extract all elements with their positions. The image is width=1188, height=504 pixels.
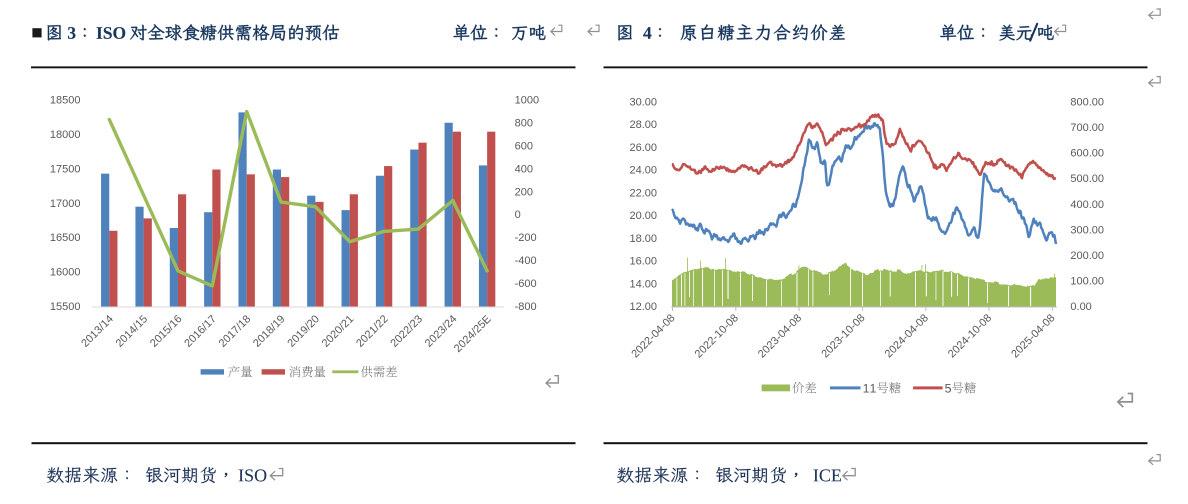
- svg-text:2022-04-08: 2022-04-08: [629, 312, 677, 360]
- svg-text:-400: -400: [515, 255, 537, 267]
- svg-text:14.00: 14.00: [629, 278, 657, 290]
- svg-text:30.00: 30.00: [629, 97, 657, 109]
- svg-text:16500: 16500: [50, 232, 81, 244]
- svg-text:2023-04-08: 2023-04-08: [756, 312, 804, 360]
- svg-text:20.00: 20.00: [629, 210, 657, 222]
- svg-text:2017/18: 2017/18: [217, 313, 254, 350]
- svg-text:800.00: 800.00: [1070, 97, 1104, 109]
- svg-text:2024/25E: 2024/25E: [452, 313, 494, 355]
- svg-text:22.00: 22.00: [629, 187, 657, 199]
- svg-text:100.00: 100.00: [1070, 275, 1104, 287]
- svg-text:17500: 17500: [50, 163, 81, 175]
- svg-text:15500: 15500: [50, 301, 81, 313]
- svg-text:26.00: 26.00: [629, 142, 657, 154]
- svg-text:2016/17: 2016/17: [182, 313, 219, 350]
- svg-text:12.00: 12.00: [629, 301, 657, 313]
- svg-text:18000: 18000: [50, 129, 81, 141]
- svg-text:2023-10-08: 2023-10-08: [819, 312, 867, 360]
- svg-text:2025-04-08: 2025-04-08: [1009, 312, 1057, 360]
- svg-text:18.00: 18.00: [629, 233, 657, 245]
- svg-text:600.00: 600.00: [1070, 148, 1104, 160]
- svg-text:0.00: 0.00: [1070, 301, 1091, 313]
- svg-text:2014/15: 2014/15: [114, 313, 151, 350]
- svg-text:200: 200: [515, 186, 533, 198]
- svg-text:24.00: 24.00: [629, 165, 657, 177]
- svg-text:16.00: 16.00: [629, 256, 657, 268]
- svg-text:28.00: 28.00: [629, 119, 657, 131]
- svg-text:-800: -800: [515, 301, 537, 313]
- svg-text:2019/20: 2019/20: [285, 313, 322, 350]
- svg-text:700.00: 700.00: [1070, 122, 1104, 134]
- svg-text:500.00: 500.00: [1070, 173, 1104, 185]
- svg-text:2013/14: 2013/14: [79, 313, 116, 350]
- svg-text:600: 600: [515, 140, 533, 152]
- svg-text:18500: 18500: [50, 95, 81, 107]
- svg-text:2024-04-08: 2024-04-08: [883, 312, 931, 360]
- svg-text:2024-10-08: 2024-10-08: [946, 312, 994, 360]
- svg-text:1000: 1000: [515, 95, 539, 107]
- svg-text:200.00: 200.00: [1070, 250, 1104, 262]
- svg-text:300.00: 300.00: [1070, 224, 1104, 236]
- svg-text:2020/21: 2020/21: [320, 313, 357, 350]
- svg-text:2022-10-08: 2022-10-08: [693, 312, 741, 360]
- svg-text:800: 800: [515, 117, 533, 129]
- svg-text:-600: -600: [515, 278, 537, 290]
- svg-text:16000: 16000: [50, 267, 81, 279]
- svg-text:17000: 17000: [50, 198, 81, 210]
- svg-text:0: 0: [515, 209, 521, 221]
- svg-text:2018/19: 2018/19: [251, 313, 288, 350]
- svg-text:-200: -200: [515, 232, 537, 244]
- svg-text:400: 400: [515, 163, 533, 175]
- svg-text:400.00: 400.00: [1070, 199, 1104, 211]
- svg-text:2022/23: 2022/23: [388, 313, 425, 350]
- svg-text:2015/16: 2015/16: [148, 313, 185, 350]
- svg-text:2021/22: 2021/22: [354, 313, 391, 350]
